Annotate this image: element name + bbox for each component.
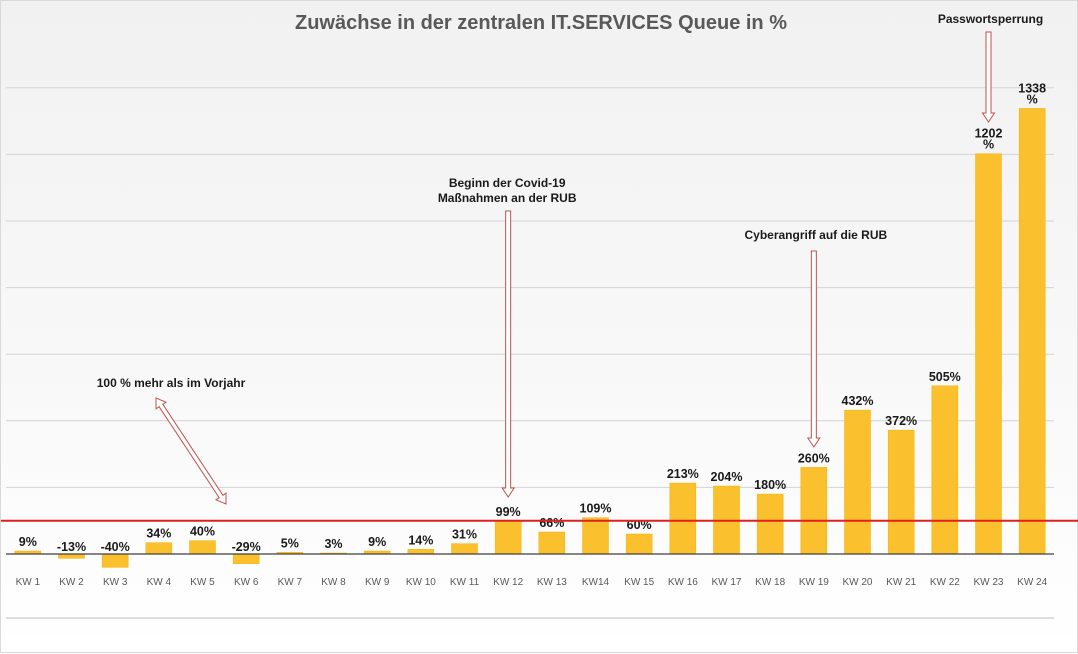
x-tick-label: KW 7 — [278, 577, 303, 588]
data-label: 66% — [539, 516, 564, 530]
x-tick-label: KW 6 — [234, 577, 259, 588]
bar-kw-10 — [407, 549, 435, 555]
bar-kw-21 — [887, 429, 915, 555]
data-label: 5% — [281, 536, 299, 550]
bar-kw-12 — [494, 520, 522, 555]
x-tick-label: KW 12 — [493, 577, 523, 588]
x-tick-label: KW 10 — [406, 577, 436, 588]
x-tick-label: KW 24 — [1017, 577, 1047, 588]
data-label: 180% — [754, 478, 786, 492]
data-label: 432% — [842, 394, 874, 408]
bar-kw-24 — [1018, 108, 1046, 555]
annotation-label-cyberangriff: Cyberangriff auf die RUB — [744, 228, 887, 242]
annotation-double-arrow — [155, 397, 227, 505]
data-label: 505% — [929, 370, 961, 384]
data-label: 204% — [711, 470, 743, 484]
bar-kw-4 — [145, 542, 173, 555]
bar-kw-18 — [756, 493, 784, 555]
bar-kw-23 — [975, 153, 1002, 555]
data-label: 40% — [190, 525, 215, 539]
data-label: 213% — [667, 467, 699, 481]
annotation-label-passwortsperrung: Passwortsperrung — [938, 12, 1043, 26]
bar-kw-19 — [800, 467, 828, 555]
data-label: 372% — [885, 414, 917, 428]
annotations: 100 % mehr als im Vorjahr Beginn der Covi… — [97, 12, 1043, 505]
data-label: 3% — [324, 537, 342, 551]
bars — [14, 108, 1046, 568]
annotation-arrow — [981, 31, 996, 123]
annotation-arrow — [501, 210, 516, 498]
x-tick-label: KW 17 — [711, 577, 741, 588]
gridlines — [6, 87, 1054, 488]
bar-kw-20 — [844, 409, 871, 555]
data-label: 9% — [368, 535, 386, 549]
bar-kw-2 — [58, 553, 85, 559]
x-tick-label: KW 18 — [755, 577, 785, 588]
x-tick-label: KW 20 — [842, 577, 872, 588]
annotation-label-100-percent: 100 % mehr als im Vorjahr — [97, 376, 246, 390]
data-label: 260% — [798, 451, 830, 465]
x-tick-label: KW 11 — [450, 577, 480, 588]
data-label: -40% — [101, 540, 130, 554]
bar-kw-5 — [189, 540, 216, 555]
bar-kw-15 — [625, 533, 653, 555]
bar-kw-13 — [538, 531, 566, 555]
x-tick-label: KW 13 — [537, 577, 567, 588]
bar-kw-16 — [669, 482, 697, 555]
data-label: -29% — [232, 540, 261, 554]
x-axis-ticks: KW 1 KW 2 KW 3 KW 4 KW 5 KW 6 KW 7 KW 8 KW 9 KW 1… — [16, 577, 1048, 588]
x-tick-label: KW 9 — [365, 577, 390, 588]
x-tick-label: KW14 — [582, 577, 610, 588]
x-tick-label: KW 22 — [930, 577, 960, 588]
data-label: 109% — [580, 502, 612, 516]
bar-kw-22 — [931, 385, 959, 555]
bar-kw-6 — [232, 553, 260, 564]
bar-kw14 — [582, 517, 609, 555]
data-label: -13% — [57, 540, 86, 554]
x-tick-label: KW 4 — [147, 577, 172, 588]
data-label: 9% — [19, 535, 37, 549]
x-tick-label: KW 16 — [668, 577, 698, 588]
x-tick-label: KW 8 — [321, 577, 346, 588]
bar-kw-3 — [101, 553, 129, 568]
chart-title: Zuwächse in der zentralen IT.SERVICES Qu… — [295, 12, 787, 34]
x-tick-label: KW 3 — [103, 577, 128, 588]
data-label: 14% — [408, 533, 433, 547]
annotation-label-covid: Beginn der Covid-19 Maßnahmen an der RUB — [438, 176, 577, 205]
x-tick-label: KW 2 — [59, 577, 84, 588]
data-labels: 9% -13% -40% 34% 40% -29% 5% 3% 9% 14% 31% 99% 66% 10… — [19, 81, 1046, 554]
bar-kw-11 — [451, 543, 478, 555]
data-label: 1338% — [1018, 81, 1046, 106]
annotation-arrow — [806, 250, 821, 448]
x-tick-label: KW 15 — [624, 577, 654, 588]
data-label: 34% — [146, 527, 171, 541]
data-label: 99% — [496, 505, 521, 519]
data-label: 1202% — [975, 127, 1003, 152]
x-tick-label: KW 19 — [799, 577, 829, 588]
data-label: 31% — [452, 528, 477, 542]
x-tick-label: KW 1 — [16, 577, 41, 588]
x-tick-label: KW 23 — [973, 577, 1003, 588]
x-tick-label: KW 21 — [886, 577, 916, 588]
x-tick-label: KW 5 — [190, 577, 215, 588]
